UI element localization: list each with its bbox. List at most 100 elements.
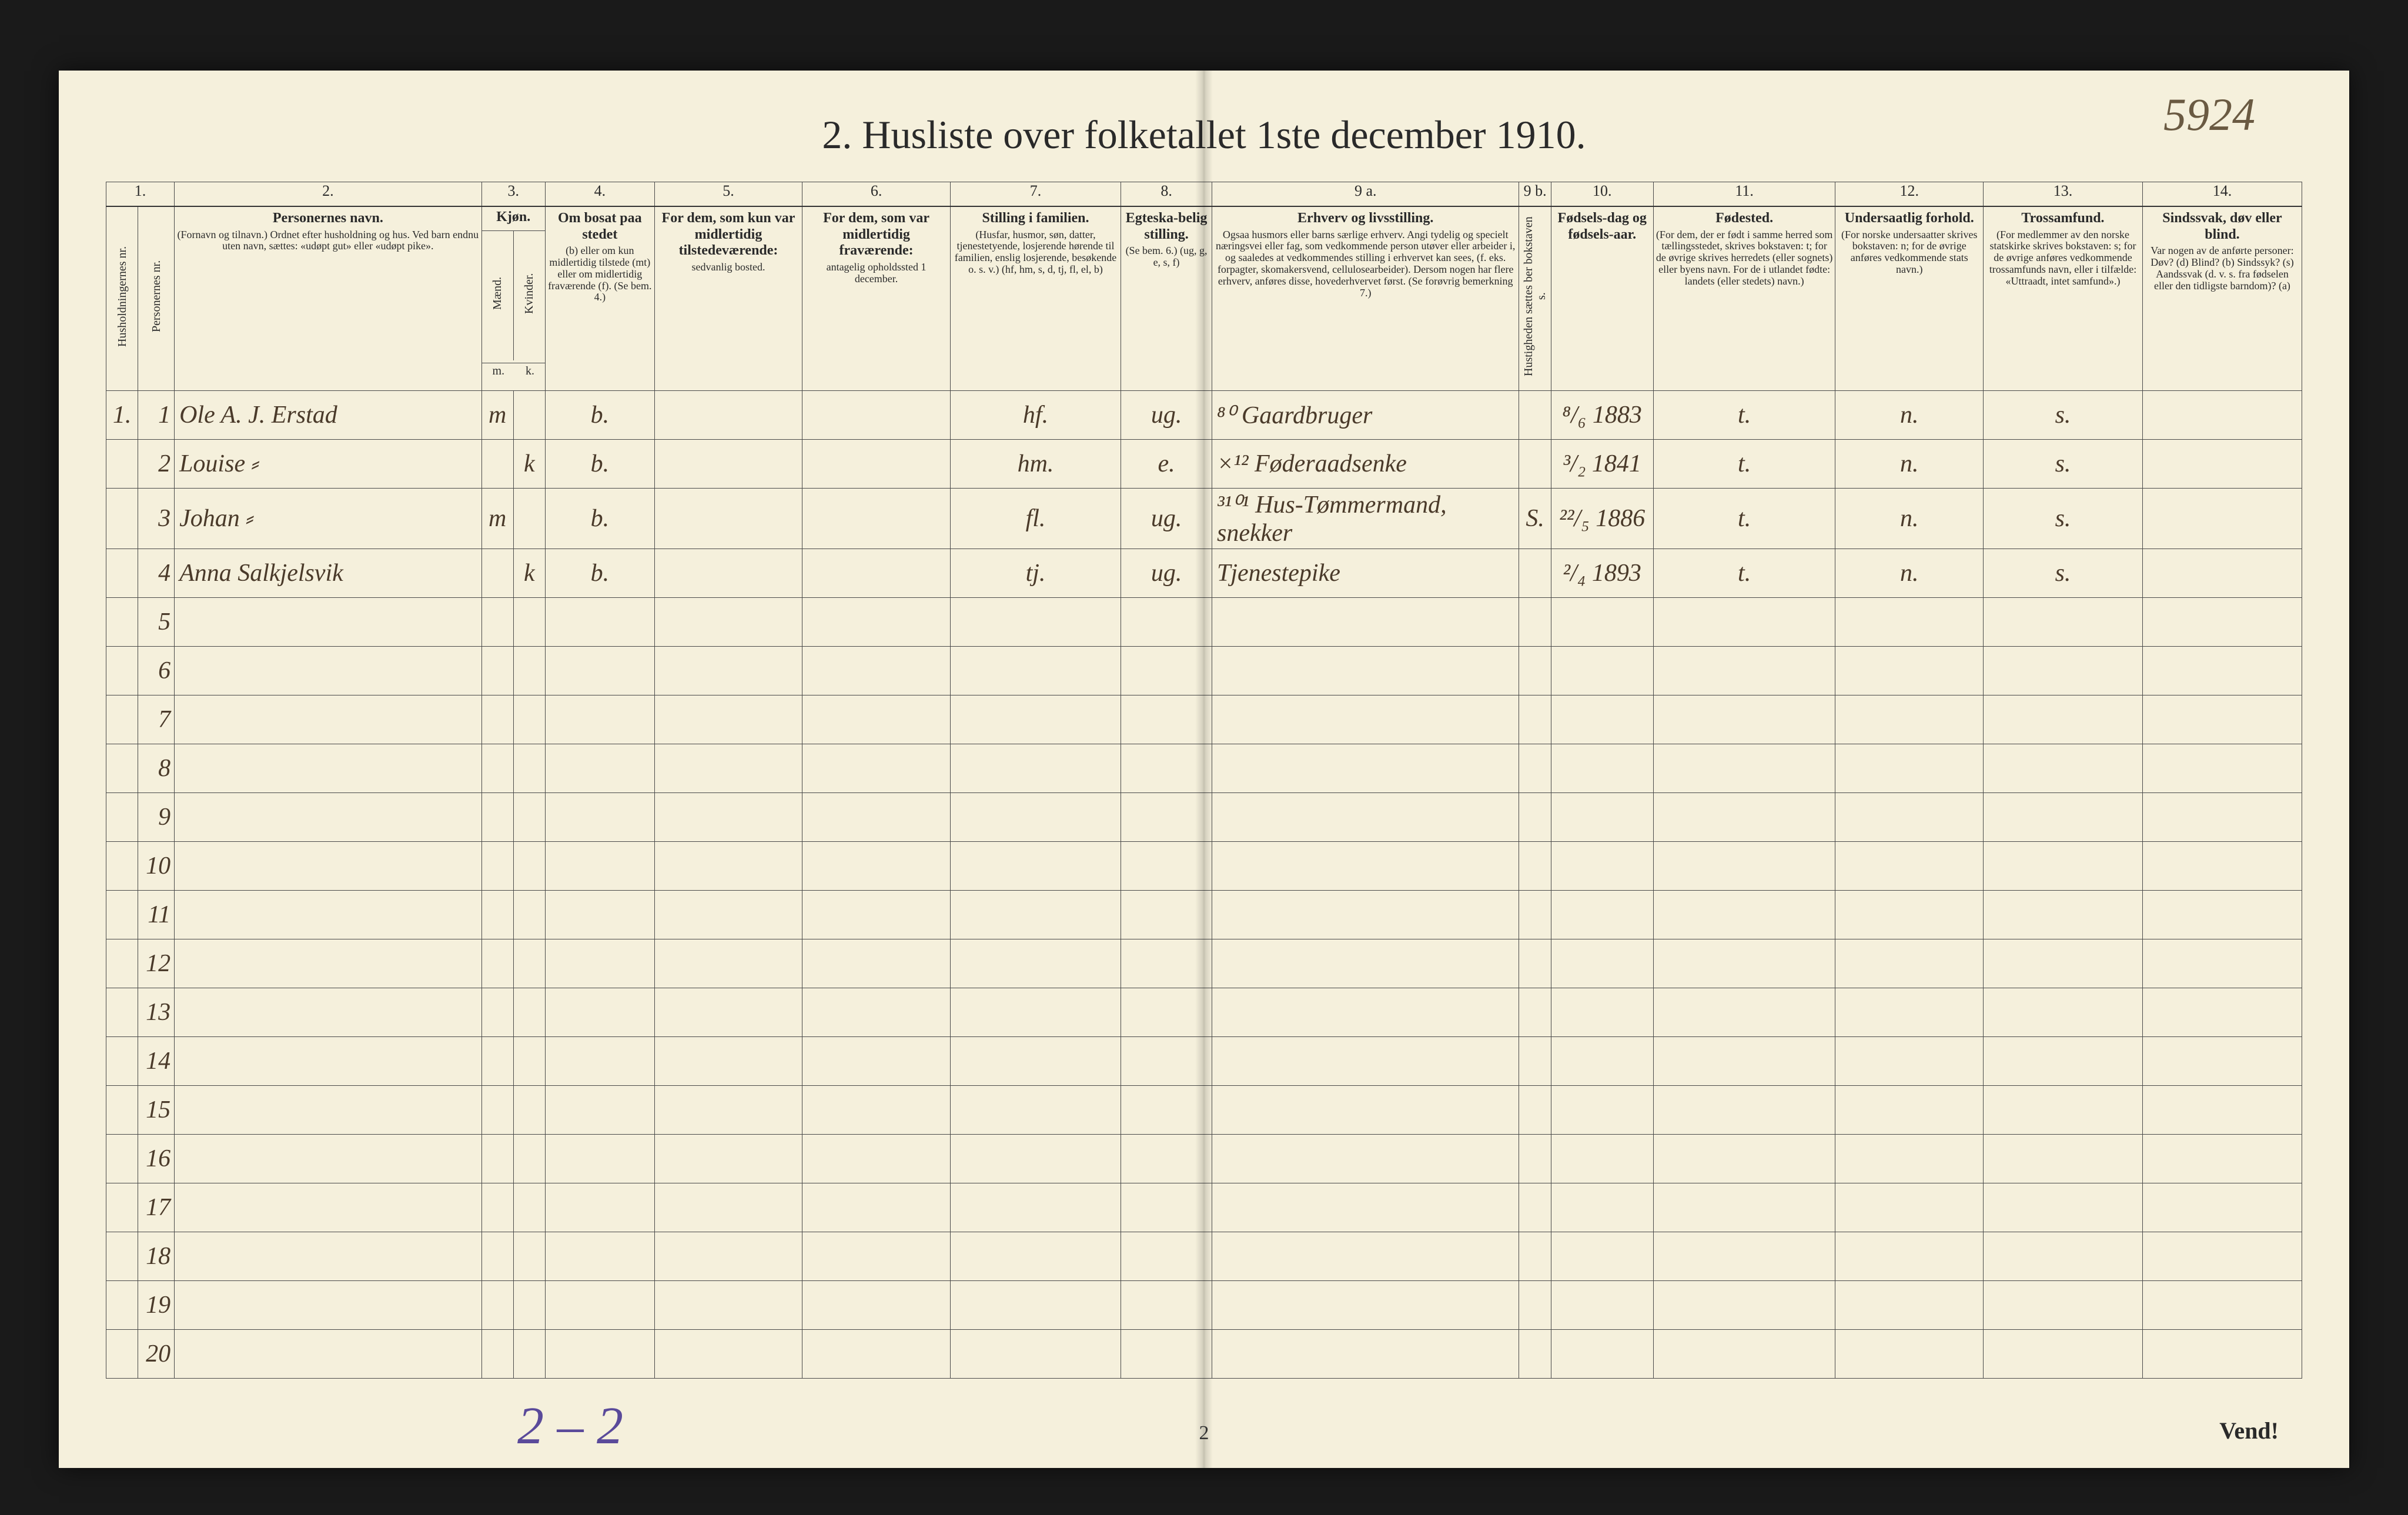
empty-cell bbox=[802, 891, 951, 939]
cell-under: n. bbox=[1835, 549, 1984, 598]
empty-cell bbox=[545, 598, 654, 647]
empty-cell bbox=[513, 647, 545, 695]
empty-cell bbox=[545, 1281, 654, 1330]
empty-cell bbox=[175, 1330, 482, 1379]
cell-fdato: ²/₄ 1893 bbox=[1551, 549, 1653, 598]
empty-cell bbox=[175, 1281, 482, 1330]
empty-body: 567891011121314151617181920 bbox=[106, 598, 2302, 1379]
empty-cell bbox=[1835, 939, 1984, 988]
empty-cell bbox=[1121, 842, 1212, 891]
empty-cell bbox=[1212, 891, 1519, 939]
empty-cell bbox=[481, 695, 513, 744]
empty-cell bbox=[950, 939, 1121, 988]
empty-cell bbox=[1551, 793, 1653, 842]
empty-cell bbox=[106, 891, 138, 939]
empty-cell bbox=[654, 939, 802, 988]
empty-cell bbox=[802, 988, 951, 1037]
empty-cell bbox=[1212, 647, 1519, 695]
empty-cell bbox=[1212, 1281, 1519, 1330]
header-navn: Personernes navn. (Fornavn og tilnavn.) … bbox=[175, 206, 482, 391]
cell-hs bbox=[1519, 549, 1551, 598]
cell-egt: ug. bbox=[1121, 391, 1212, 440]
empty-cell bbox=[1653, 1183, 1835, 1232]
empty-cell bbox=[802, 598, 951, 647]
empty-cell bbox=[802, 1281, 951, 1330]
colnum-8: 8. bbox=[1121, 182, 1212, 207]
empty-cell bbox=[1551, 1330, 1653, 1379]
empty-cell bbox=[2142, 793, 2302, 842]
table-row: 13 bbox=[106, 988, 2302, 1037]
table-row: 2Louise ⸗kb.hm.e.×¹² Føderaadsenke³/₂ 18… bbox=[106, 440, 2302, 489]
cell-fsted: t. bbox=[1653, 391, 1835, 440]
cell-name: Anna Salkjelsvik bbox=[175, 549, 482, 598]
cell-erhverv: ×¹² Føderaadsenke bbox=[1212, 440, 1519, 489]
empty-cell bbox=[1519, 744, 1551, 793]
empty-cell bbox=[175, 647, 482, 695]
header-hustighed: Hustigheden sættes ber bokstaven s. bbox=[1519, 206, 1551, 391]
cell-bosat: b. bbox=[545, 489, 654, 549]
empty-cell bbox=[802, 744, 951, 793]
empty-cell bbox=[654, 1037, 802, 1086]
empty-cell bbox=[1121, 1086, 1212, 1135]
empty-cell bbox=[481, 842, 513, 891]
empty-cell bbox=[950, 1330, 1121, 1379]
census-table: 1. 2. 3. 4. 5. 6. 7. 8. 9 a. 9 b. 10. 11… bbox=[106, 182, 2302, 1379]
table-row: 4Anna Salkjelsvikkb.tj.ug.Tjenestepike²/… bbox=[106, 549, 2302, 598]
empty-cell bbox=[1835, 988, 1984, 1037]
cell-stilling: fl. bbox=[950, 489, 1121, 549]
cell-fr bbox=[802, 489, 951, 549]
bottom-annotation: 2 – 2 bbox=[517, 1396, 623, 1456]
empty-cell: 20 bbox=[138, 1330, 175, 1379]
empty-cell bbox=[2142, 891, 2302, 939]
empty-cell bbox=[1653, 842, 1835, 891]
empty-cell bbox=[1121, 1037, 1212, 1086]
empty-cell bbox=[545, 1183, 654, 1232]
empty-cell bbox=[1835, 1281, 1984, 1330]
empty-cell bbox=[513, 744, 545, 793]
cell-tros: s. bbox=[1984, 549, 2143, 598]
empty-cell bbox=[106, 793, 138, 842]
empty-cell bbox=[106, 842, 138, 891]
cell-name: Johan ⸗ bbox=[175, 489, 482, 549]
empty-cell bbox=[1551, 988, 1653, 1037]
empty-cell bbox=[2142, 1232, 2302, 1281]
empty-cell bbox=[654, 793, 802, 842]
empty-cell bbox=[1212, 939, 1519, 988]
cell-pn: 3 bbox=[138, 489, 175, 549]
table-row: 7 bbox=[106, 695, 2302, 744]
colnum-7: 7. bbox=[950, 182, 1121, 207]
empty-cell bbox=[481, 598, 513, 647]
empty-cell bbox=[1121, 744, 1212, 793]
cell-erhverv: ⁸⁰ Gaardbruger bbox=[1212, 391, 1519, 440]
empty-cell bbox=[481, 939, 513, 988]
cell-sind bbox=[2142, 440, 2302, 489]
cell-pn: 2 bbox=[138, 440, 175, 489]
empty-cell bbox=[1519, 598, 1551, 647]
empty-cell bbox=[654, 1135, 802, 1183]
empty-cell bbox=[1551, 1086, 1653, 1135]
empty-cell bbox=[106, 1232, 138, 1281]
table-row: 12 bbox=[106, 939, 2302, 988]
empty-cell bbox=[513, 939, 545, 988]
empty-cell bbox=[1212, 842, 1519, 891]
empty-cell bbox=[1121, 647, 1212, 695]
empty-cell bbox=[950, 1135, 1121, 1183]
empty-cell bbox=[1653, 1330, 1835, 1379]
empty-cell bbox=[1551, 598, 1653, 647]
empty-cell bbox=[2142, 598, 2302, 647]
empty-cell bbox=[1212, 1183, 1519, 1232]
empty-cell bbox=[106, 1183, 138, 1232]
empty-cell bbox=[1121, 939, 1212, 988]
empty-cell bbox=[1653, 939, 1835, 988]
empty-cell: 9 bbox=[138, 793, 175, 842]
empty-cell bbox=[545, 939, 654, 988]
empty-cell bbox=[1519, 1037, 1551, 1086]
empty-cell bbox=[1835, 647, 1984, 695]
empty-cell bbox=[1121, 988, 1212, 1037]
empty-cell bbox=[950, 695, 1121, 744]
empty-cell bbox=[545, 1232, 654, 1281]
empty-cell bbox=[1519, 1281, 1551, 1330]
empty-cell bbox=[513, 1232, 545, 1281]
empty-cell bbox=[1835, 598, 1984, 647]
colnum-5: 5. bbox=[654, 182, 802, 207]
